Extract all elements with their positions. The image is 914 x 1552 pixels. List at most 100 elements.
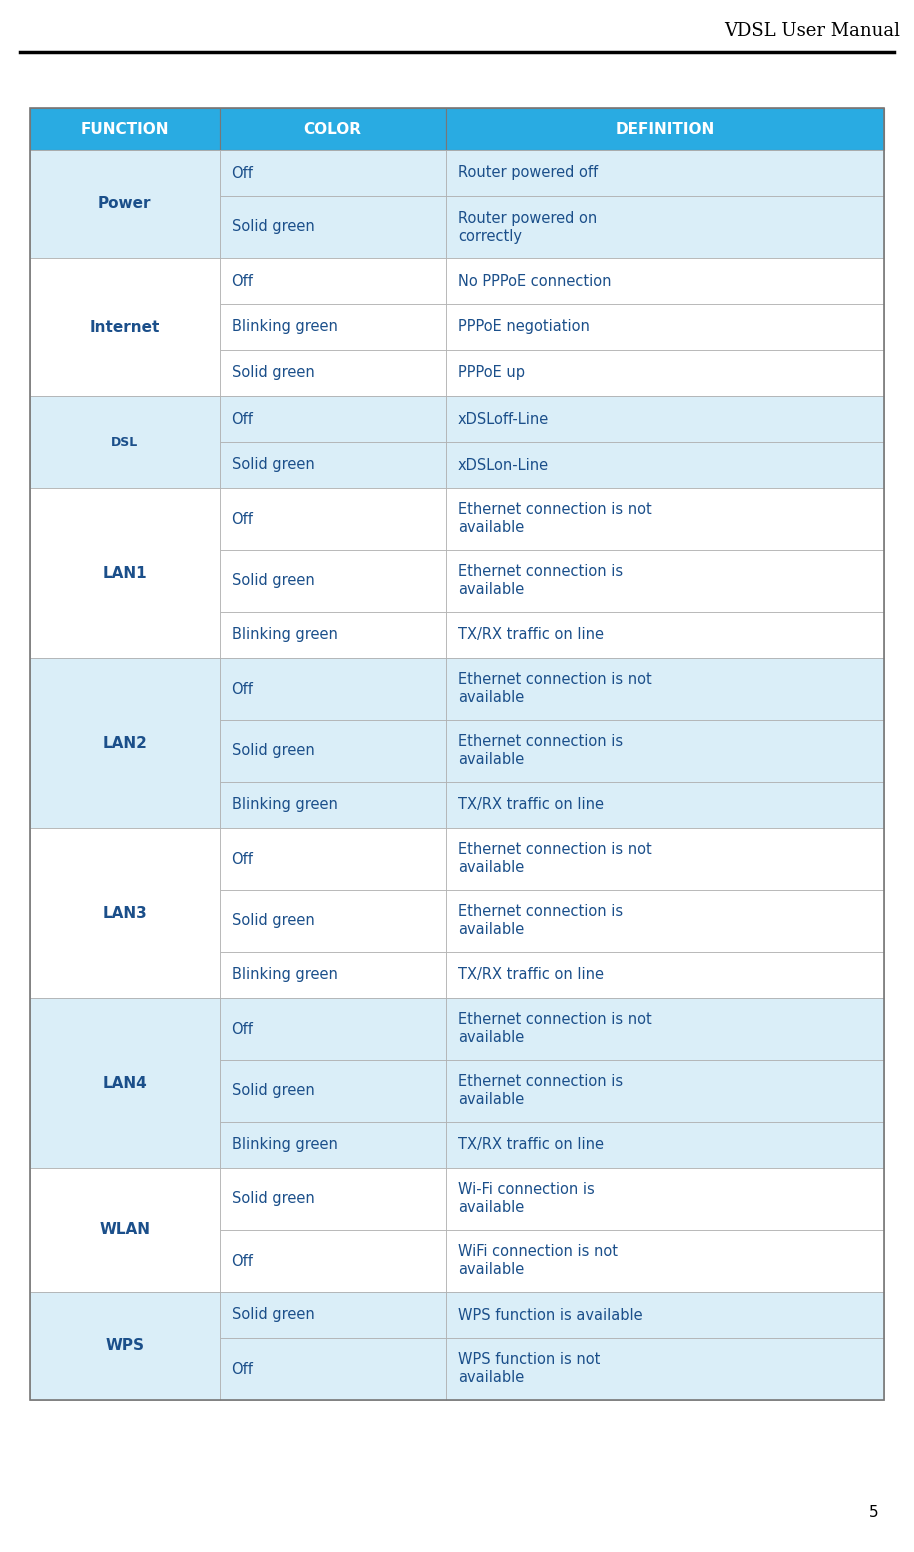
Bar bbox=[219, 442, 446, 487]
Text: Ethernet connection is: Ethernet connection is bbox=[458, 565, 623, 579]
Bar bbox=[30, 1169, 219, 1291]
Text: Router powered off: Router powered off bbox=[458, 166, 598, 180]
Bar bbox=[446, 782, 884, 829]
Text: xDSLon-Line: xDSLon-Line bbox=[458, 458, 549, 472]
Bar bbox=[446, 1231, 884, 1291]
Bar bbox=[219, 611, 446, 658]
Bar bbox=[219, 1291, 446, 1338]
Text: Ethernet connection is not: Ethernet connection is not bbox=[458, 672, 652, 688]
Bar bbox=[219, 829, 446, 889]
Bar bbox=[446, 109, 884, 151]
Text: Blinking green: Blinking green bbox=[231, 967, 337, 982]
Bar bbox=[446, 1338, 884, 1400]
Text: available: available bbox=[458, 860, 524, 875]
Bar bbox=[219, 1122, 446, 1169]
Text: LAN1: LAN1 bbox=[102, 565, 147, 580]
Bar bbox=[219, 258, 446, 304]
Text: xDSLoff-Line: xDSLoff-Line bbox=[458, 411, 549, 427]
Text: available: available bbox=[458, 582, 524, 598]
Text: WPS function is not: WPS function is not bbox=[458, 1352, 600, 1367]
Text: Blinking green: Blinking green bbox=[231, 1138, 337, 1153]
Bar bbox=[219, 351, 446, 396]
Bar bbox=[219, 396, 446, 442]
Bar bbox=[446, 151, 884, 196]
Bar bbox=[30, 829, 219, 998]
Bar bbox=[219, 1231, 446, 1291]
Bar bbox=[30, 1291, 219, 1400]
Text: available: available bbox=[458, 691, 524, 706]
Text: Off: Off bbox=[231, 1254, 253, 1268]
Bar bbox=[446, 1169, 884, 1231]
Bar bbox=[446, 658, 884, 720]
Bar bbox=[219, 304, 446, 351]
Text: Solid green: Solid green bbox=[231, 219, 314, 234]
Text: WPS: WPS bbox=[105, 1338, 144, 1353]
Text: TX/RX traffic on line: TX/RX traffic on line bbox=[458, 798, 604, 813]
Bar bbox=[219, 951, 446, 998]
Bar bbox=[30, 396, 219, 487]
Text: Off: Off bbox=[231, 273, 253, 289]
Text: available: available bbox=[458, 753, 524, 768]
Text: 5: 5 bbox=[868, 1505, 878, 1519]
Bar bbox=[446, 611, 884, 658]
Text: Power: Power bbox=[98, 197, 152, 211]
Text: Off: Off bbox=[231, 166, 253, 180]
Text: Solid green: Solid green bbox=[231, 1083, 314, 1099]
Bar bbox=[446, 998, 884, 1060]
Text: Off: Off bbox=[231, 512, 253, 526]
Text: PPPoE up: PPPoE up bbox=[458, 366, 525, 380]
Text: Off: Off bbox=[231, 1361, 253, 1377]
Text: TX/RX traffic on line: TX/RX traffic on line bbox=[458, 627, 604, 643]
Bar bbox=[446, 442, 884, 487]
Text: Solid green: Solid green bbox=[231, 914, 314, 928]
Text: correctly: correctly bbox=[458, 228, 522, 244]
Bar bbox=[219, 151, 446, 196]
Text: Solid green: Solid green bbox=[231, 574, 314, 588]
Bar bbox=[219, 1338, 446, 1400]
Bar bbox=[30, 258, 219, 396]
Bar bbox=[446, 1060, 884, 1122]
Bar bbox=[446, 196, 884, 258]
Bar bbox=[446, 396, 884, 442]
Bar bbox=[446, 1291, 884, 1338]
Text: VDSL User Manual: VDSL User Manual bbox=[724, 22, 900, 40]
Text: WiFi connection is not: WiFi connection is not bbox=[458, 1245, 618, 1260]
Text: available: available bbox=[458, 1093, 524, 1108]
Bar bbox=[30, 998, 219, 1169]
Bar bbox=[446, 951, 884, 998]
Text: Ethernet connection is: Ethernet connection is bbox=[458, 734, 623, 750]
Text: No PPPoE connection: No PPPoE connection bbox=[458, 273, 611, 289]
Bar bbox=[219, 658, 446, 720]
Text: available: available bbox=[458, 922, 524, 937]
Text: available: available bbox=[458, 1201, 524, 1215]
Text: available: available bbox=[458, 520, 524, 535]
Bar bbox=[219, 487, 446, 549]
Bar bbox=[446, 304, 884, 351]
Bar bbox=[446, 549, 884, 611]
Text: available: available bbox=[458, 1262, 524, 1277]
Text: available: available bbox=[458, 1031, 524, 1046]
Bar bbox=[446, 1122, 884, 1169]
Bar bbox=[30, 109, 219, 151]
Text: PPPoE negotiation: PPPoE negotiation bbox=[458, 320, 590, 335]
Text: WLAN: WLAN bbox=[100, 1223, 150, 1237]
Text: COLOR: COLOR bbox=[303, 121, 362, 137]
Text: Ethernet connection is not: Ethernet connection is not bbox=[458, 1012, 652, 1027]
Text: TX/RX traffic on line: TX/RX traffic on line bbox=[458, 1138, 604, 1153]
Text: TX/RX traffic on line: TX/RX traffic on line bbox=[458, 967, 604, 982]
Bar bbox=[30, 658, 219, 829]
Text: Off: Off bbox=[231, 681, 253, 697]
Bar bbox=[30, 151, 219, 258]
Bar bbox=[219, 782, 446, 829]
Bar bbox=[30, 109, 884, 1400]
Bar bbox=[219, 1169, 446, 1231]
Text: LAN3: LAN3 bbox=[102, 905, 147, 920]
Bar bbox=[219, 109, 446, 151]
Text: LAN4: LAN4 bbox=[102, 1076, 147, 1091]
Bar bbox=[219, 1060, 446, 1122]
Text: Internet: Internet bbox=[90, 320, 160, 335]
Bar bbox=[446, 889, 884, 951]
Text: available: available bbox=[458, 1370, 524, 1386]
Bar bbox=[446, 720, 884, 782]
Text: Router powered on: Router powered on bbox=[458, 211, 597, 225]
